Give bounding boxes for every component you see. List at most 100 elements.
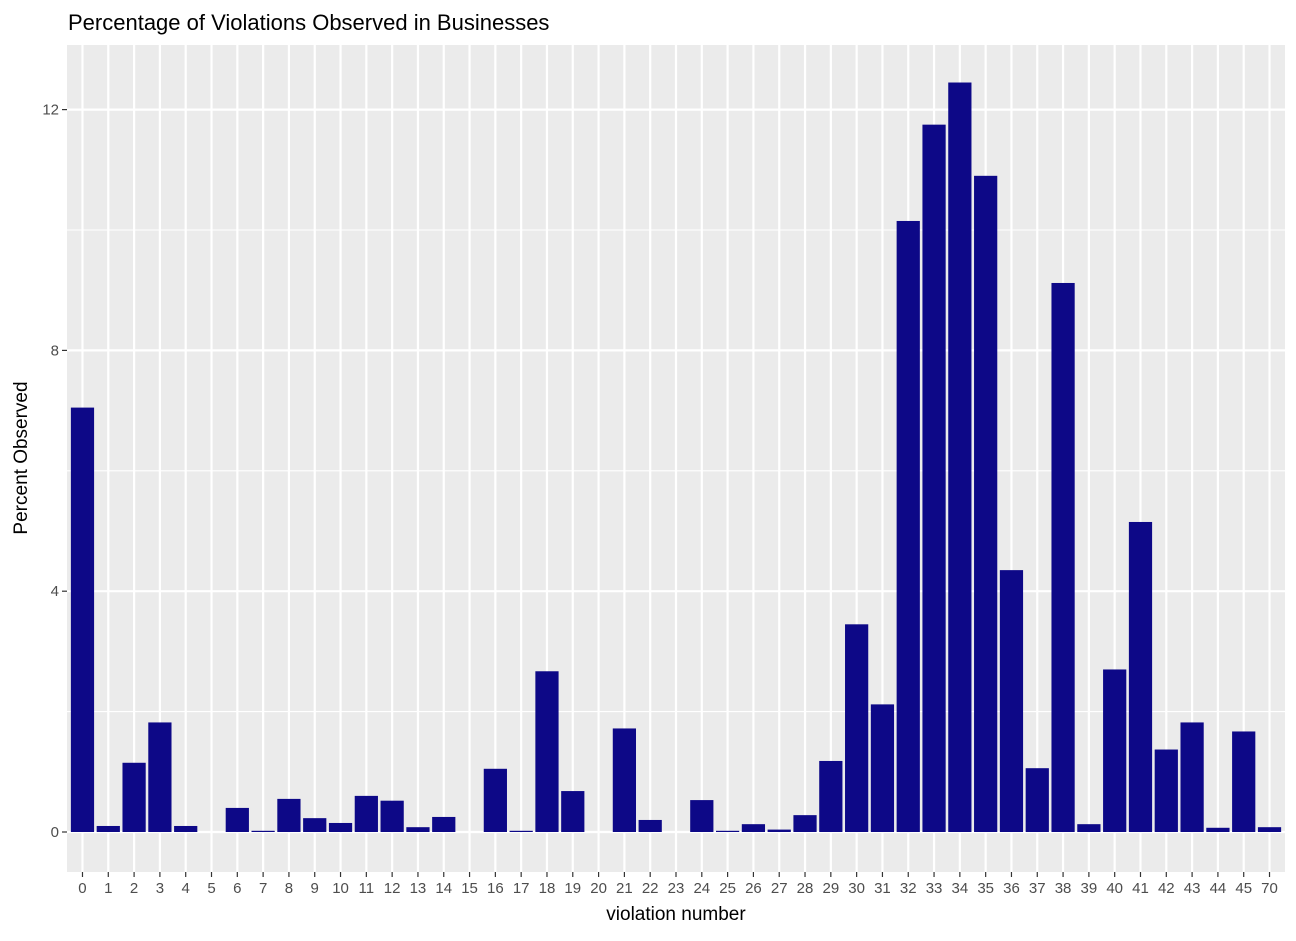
x-tick-label: 70 (1261, 880, 1278, 897)
x-tick-label: 35 (977, 880, 994, 897)
bar-21 (612, 728, 637, 832)
bar-37 (1025, 768, 1049, 832)
x-tick-label: 26 (745, 880, 762, 897)
bar-13 (406, 827, 430, 832)
bars (70, 82, 1282, 833)
bar-2 (122, 762, 146, 832)
bar-24 (690, 800, 714, 832)
bar-27 (767, 829, 791, 832)
x-tick-label: 31 (874, 880, 891, 897)
bar-19 (561, 791, 585, 832)
x-tick-label: 34 (952, 880, 969, 897)
x-tick-label: 7 (259, 880, 267, 897)
x-axis-label: violation number (606, 904, 746, 925)
bar-25 (715, 830, 740, 832)
bar-45 (1232, 731, 1256, 832)
bar-30 (845, 624, 869, 832)
x-tick-label: 41 (1132, 880, 1149, 897)
x-tick-label: 25 (719, 880, 736, 897)
bar-34 (948, 82, 972, 832)
bar-3 (148, 722, 172, 832)
x-tick-label: 15 (461, 880, 478, 897)
x-tick-label: 20 (590, 880, 607, 897)
bar-17 (509, 830, 533, 832)
x-tick-label: 33 (926, 880, 943, 897)
x-tick-label: 13 (410, 880, 427, 897)
bar-6 (225, 807, 249, 832)
bar-4 (174, 825, 198, 832)
x-tick-label: 36 (1003, 880, 1020, 897)
bar-0 (70, 407, 95, 832)
chart-title: Percentage of Violations Observed in Bus… (68, 10, 549, 35)
bar-9 (303, 818, 327, 832)
x-tick-label: 12 (384, 880, 401, 897)
x-tick-label: 22 (642, 880, 659, 897)
x-tick-label: 6 (233, 880, 241, 897)
bar-8 (277, 798, 301, 832)
x-tick-label: 27 (771, 880, 788, 897)
x-tick-label: 44 (1210, 880, 1227, 897)
x-tick-label: 24 (693, 880, 710, 897)
bar-44 (1206, 827, 1230, 832)
bar-40 (1103, 669, 1127, 832)
x-tick-label: 32 (900, 880, 917, 897)
x-tick-label: 43 (1184, 880, 1201, 897)
bar-42 (1154, 749, 1178, 832)
x-tick-label: 2 (130, 880, 138, 897)
x-axis: 0 1 2 3 4 5 6 7 8 9 10 11 12 13 14 15 16 17 18 19 20 21 22 23 24… (78, 872, 1278, 897)
y-tick-label: 0 (51, 824, 59, 841)
x-tick-label: 40 (1106, 880, 1123, 897)
x-tick-label: 37 (1029, 880, 1046, 897)
bar-35 (974, 175, 998, 832)
x-tick-label: 45 (1235, 880, 1252, 897)
x-tick-label: 30 (848, 880, 865, 897)
x-tick-label: 9 (311, 880, 319, 897)
bar-22 (638, 819, 662, 832)
x-tick-label: 10 (332, 880, 349, 897)
bar-18 (535, 671, 559, 832)
y-axis-label: Percent Observed (11, 381, 32, 534)
x-tick-label: 23 (668, 880, 685, 897)
bar-29 (819, 760, 843, 832)
x-tick-label: 28 (797, 880, 814, 897)
bar-14 (432, 816, 456, 832)
bar-31 (870, 704, 895, 832)
x-tick-label: 19 (564, 880, 581, 897)
bar-16 (483, 768, 507, 832)
x-tick-label: 17 (513, 880, 530, 897)
bar-38 (1051, 282, 1075, 832)
y-axis: 0 4 8 12 (42, 102, 67, 841)
y-tick-label: 4 (51, 583, 59, 600)
y-tick-label: 8 (51, 342, 59, 359)
bar-28 (793, 815, 817, 832)
x-tick-label: 0 (78, 880, 86, 897)
x-tick-label: 11 (359, 880, 375, 897)
x-tick-label: 14 (435, 880, 452, 897)
bar-39 (1077, 824, 1101, 832)
x-tick-label: 16 (487, 880, 504, 897)
x-tick-label: 18 (539, 880, 556, 897)
x-tick-label: 39 (1081, 880, 1098, 897)
x-tick-label: 29 (822, 880, 839, 897)
x-tick-label: 5 (207, 880, 215, 897)
x-tick-label: 8 (285, 880, 293, 897)
bar-36 (999, 570, 1024, 832)
bar-7 (251, 830, 275, 832)
x-tick-label: 4 (182, 880, 190, 897)
bar-10 (328, 822, 353, 832)
bar-12 (380, 800, 404, 832)
x-tick-label: 3 (156, 880, 164, 897)
bar-70 (1257, 827, 1282, 832)
bar-33 (922, 124, 946, 832)
bar-41 (1128, 521, 1153, 832)
bar-11 (354, 795, 378, 832)
bar-1 (96, 825, 120, 832)
y-tick-label: 12 (42, 102, 59, 119)
bar-43 (1180, 722, 1204, 832)
x-tick-label: 38 (1055, 880, 1072, 897)
bar-26 (741, 824, 766, 832)
x-tick-label: 42 (1158, 880, 1175, 897)
x-tick-label: 21 (616, 880, 633, 897)
